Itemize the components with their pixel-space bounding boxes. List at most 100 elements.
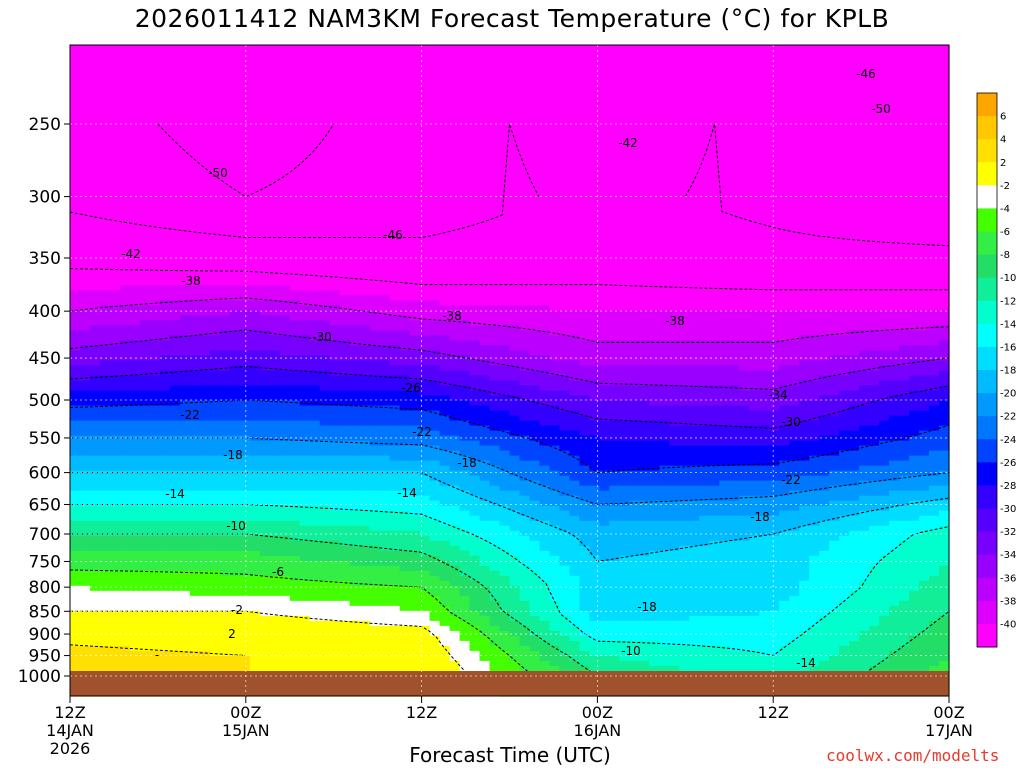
temperature-cell <box>369 190 381 196</box>
temperature-cell <box>70 585 81 592</box>
temperature-cell <box>189 130 201 136</box>
temperature-cell <box>409 570 421 577</box>
temperature-cell <box>389 515 401 522</box>
temperature-cell <box>249 525 261 532</box>
temperature-cell <box>199 345 211 352</box>
temperature-cell <box>239 610 251 617</box>
temperature-cell <box>89 75 101 81</box>
temperature-cell <box>429 435 441 442</box>
temperature-cell <box>199 155 211 161</box>
temperature-cell <box>169 360 181 367</box>
temperature-cell <box>349 250 361 256</box>
temperature-cell <box>389 620 401 627</box>
temperature-cell <box>70 75 81 81</box>
temperature-cell <box>289 390 301 397</box>
temperature-cell <box>129 180 141 186</box>
temperature-cell <box>379 275 391 281</box>
temperature-cell <box>249 270 261 276</box>
temperature-cell <box>319 85 331 91</box>
temperature-cell <box>169 325 181 332</box>
temperature-cell <box>359 265 371 271</box>
temperature-cell <box>439 165 451 171</box>
temperature-cell <box>399 660 411 667</box>
temperature-cell <box>369 490 381 497</box>
temperature-cell <box>379 650 391 657</box>
temperature-cell <box>239 205 251 211</box>
temperature-cell <box>359 590 371 597</box>
temperature-cell <box>219 135 231 141</box>
temperature-cell <box>339 185 351 191</box>
temperature-cell <box>259 425 271 432</box>
temperature-cell <box>389 445 401 452</box>
temperature-cell <box>379 605 391 612</box>
temperature-cell <box>79 460 91 467</box>
temperature-cell <box>99 290 111 296</box>
temperature-cell <box>169 650 181 657</box>
temperature-cell <box>159 570 171 577</box>
temperature-cell <box>439 65 451 71</box>
temperature-cell <box>179 415 191 422</box>
temperature-cell <box>169 160 181 166</box>
temperature-cell <box>239 655 251 662</box>
temperature-cell <box>379 635 391 642</box>
temperature-cell <box>429 335 441 342</box>
temperature-cell <box>199 560 211 567</box>
temperature-cell <box>399 100 411 106</box>
temperature-cell <box>259 410 271 417</box>
temperature-cell <box>339 85 351 91</box>
temperature-cell <box>219 505 231 512</box>
temperature-cell <box>119 505 131 512</box>
temperature-cell <box>179 600 191 607</box>
temperature-cell <box>279 350 291 357</box>
temperature-cell <box>339 70 351 76</box>
temperature-cell <box>309 70 321 76</box>
temperature-cell <box>359 470 371 477</box>
temperature-cell <box>249 340 261 347</box>
temperature-cell <box>409 75 421 81</box>
temperature-cell <box>279 375 291 382</box>
temperature-cell <box>269 175 281 181</box>
temperature-cell <box>179 185 191 191</box>
temperature-cell <box>129 375 141 382</box>
temperature-cell <box>169 605 181 612</box>
temperature-cell <box>169 165 181 171</box>
temperature-cell <box>299 455 311 462</box>
temperature-cell <box>339 500 351 507</box>
temperature-cell <box>79 395 91 402</box>
temperature-cell <box>249 470 261 477</box>
temperature-cell <box>299 195 311 201</box>
temperature-cell <box>179 285 191 291</box>
temperature-cell <box>419 590 431 597</box>
temperature-cell <box>229 580 241 587</box>
temperature-cell <box>289 90 301 96</box>
temperature-cell <box>379 140 391 146</box>
temperature-cell <box>429 615 441 622</box>
temperature-cell <box>199 585 211 592</box>
temperature-cell <box>89 420 101 427</box>
temperature-cell <box>149 365 161 372</box>
temperature-cell <box>289 375 301 382</box>
temperature-cell <box>239 665 251 672</box>
temperature-cell <box>349 380 361 387</box>
temperature-cell <box>279 115 291 121</box>
temperature-cell <box>259 155 271 161</box>
temperature-cell <box>159 210 171 216</box>
temperature-cell <box>279 410 291 417</box>
temperature-cell <box>299 140 311 146</box>
temperature-cell <box>369 200 381 206</box>
temperature-cell <box>259 420 271 427</box>
temperature-cell <box>439 75 451 81</box>
temperature-cell <box>419 395 431 402</box>
temperature-cell <box>139 625 151 632</box>
temperature-cell <box>379 135 391 141</box>
temperature-cell <box>129 570 141 577</box>
temperature-cell <box>229 275 241 281</box>
temperature-cell <box>399 450 411 457</box>
temperature-cell <box>309 285 321 291</box>
temperature-cell <box>159 635 171 642</box>
temperature-cell <box>139 560 151 567</box>
temperature-cell <box>229 305 241 312</box>
temperature-cell <box>409 635 421 642</box>
temperature-cell <box>379 130 391 136</box>
temperature-cell <box>349 425 361 432</box>
